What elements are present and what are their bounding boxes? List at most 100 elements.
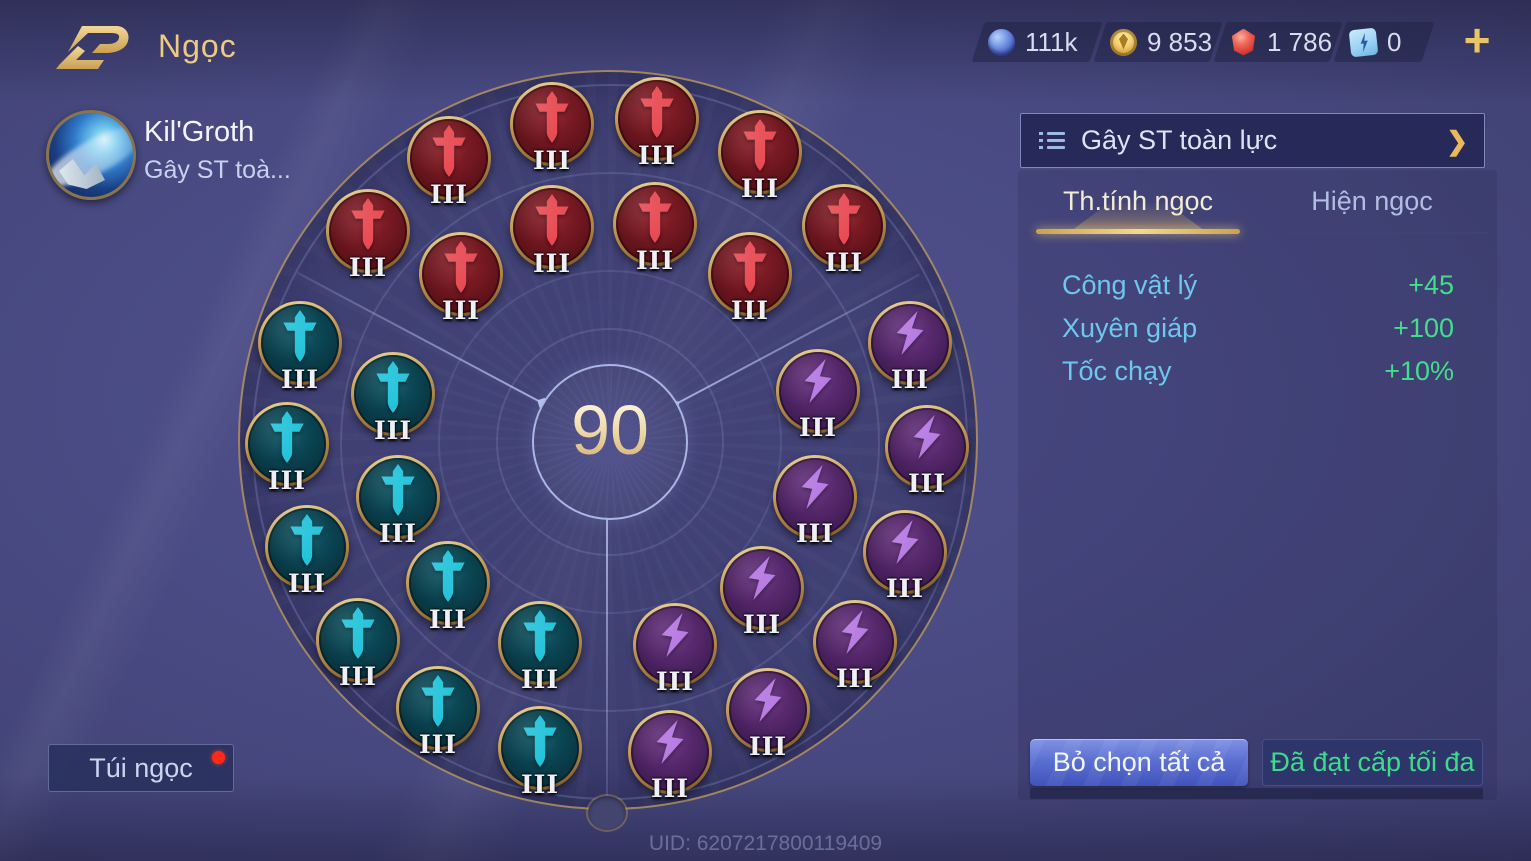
sword-icon [638,86,676,140]
currency-blue-orb[interactable]: 111k [978,24,1096,60]
rune-bag-button[interactable]: Túi ngọc [48,744,234,792]
rune-info-panel [1018,170,1497,800]
currency-gold-coin[interactable]: 9 853 [1100,24,1216,60]
back-button[interactable] [52,20,132,74]
tab-rune-stats[interactable]: Th.tính ngọc [1062,186,1214,216]
gem-tier-label: III [655,667,695,696]
gem-tier-label: III [338,662,378,691]
panel-footer-strip [1030,788,1483,799]
sword-icon [339,607,377,661]
gem-red[interactable]: III [708,232,792,325]
gem-red[interactable]: III [718,110,802,203]
stat-row: Tốc chạy +10% [1062,356,1454,392]
sword-icon [533,194,571,248]
gem-tier-label: III [824,248,864,277]
gem-teal[interactable]: III [498,601,582,694]
active-tab-underline [1036,229,1240,234]
currency-energy-ticket[interactable]: 0 [1340,24,1428,60]
gem-tier-label: III [742,610,782,639]
sword-icon [268,411,306,465]
gem-purple[interactable]: III [885,405,969,498]
lightning-icon [892,310,928,356]
lightning-icon [744,555,780,601]
gem-red[interactable]: III [419,232,503,325]
gem-tier-label: III [378,519,418,548]
gem-tier-label: III [795,519,835,548]
tab-track [1026,232,1488,234]
gem-purple[interactable]: III [633,603,717,696]
gem-purple[interactable]: III [773,455,857,548]
stat-row: Xuyên giáp +100 [1062,313,1454,349]
gem-teal[interactable]: III [316,598,400,691]
gem-tier-label: III [287,569,327,598]
stat-label: Xuyên giáp [1062,313,1198,343]
gem-red[interactable]: III [326,189,410,282]
hero-build-label: Gây ST toà... [144,156,291,184]
currency-value: 111k [1025,26,1078,57]
lightning-icon [909,414,945,460]
gem-red[interactable]: III [615,77,699,170]
gem-red[interactable]: III [613,182,697,275]
gem-teal[interactable]: III [258,301,342,394]
build-selector[interactable]: Gây ST toàn lực ❯ [1020,113,1485,168]
blue-orb-icon [988,28,1015,56]
max-level-button[interactable]: Đã đạt cấp tối đa [1262,739,1483,786]
sword-icon [419,675,457,729]
tab-current-runes[interactable]: Hiện ngọc [1311,186,1433,216]
gem-purple[interactable]: III [628,710,712,803]
currency-value: 0 [1387,26,1402,57]
rune-level-circle: 90 [532,364,688,520]
gem-teal[interactable]: III [396,666,480,759]
gem-purple[interactable]: III [720,546,804,639]
gem-tier-label: III [890,365,930,394]
gem-tier-label: III [428,605,468,634]
gem-tier-label: III [740,174,780,203]
hero-chip[interactable]: Kil'Groth Gây ST toà... [44,108,294,200]
list-icon [1039,131,1065,151]
gem-purple[interactable]: III [868,301,952,394]
gem-red[interactable]: III [407,116,491,209]
uid-label: UID: 6207217800119409 [648,832,883,855]
currency-value: 1 786 [1267,26,1333,57]
gem-teal[interactable]: III [351,352,435,445]
gem-purple[interactable]: III [863,510,947,603]
sword-icon [429,550,467,604]
gem-tier-label: III [520,770,560,799]
gold-coin-icon [1110,28,1137,56]
gem-tier-label: III [532,146,572,175]
gem-teal[interactable]: III [265,505,349,598]
gem-tier-label: III [650,774,690,803]
stat-value: +100 [1393,313,1454,343]
sword-icon [288,514,326,568]
sword-icon [521,610,559,664]
gem-red[interactable]: III [510,82,594,175]
gem-tier-label: III [429,180,469,209]
lightning-icon [750,677,786,723]
gem-tier-label: III [520,665,560,694]
currency-red-gem[interactable]: 1 786 [1220,24,1336,60]
gem-teal[interactable]: III [245,402,329,495]
gem-teal[interactable]: III [406,541,490,634]
gem-tier-label: III [637,141,677,170]
gem-teal[interactable]: III [356,455,440,548]
notification-dot [212,751,225,764]
stat-label: Tốc chạy [1062,356,1172,386]
lightning-icon [657,612,693,658]
currency-value: 9 853 [1147,26,1213,57]
gem-purple[interactable]: III [726,668,810,761]
gem-tier-label: III [835,664,875,693]
gem-tier-label: III [798,413,838,442]
gem-purple[interactable]: III [813,600,897,693]
gem-tier-label: III [635,246,675,275]
sword-icon [281,310,319,364]
energy-ticket-icon [1348,27,1379,57]
gem-teal[interactable]: III [498,706,582,799]
gem-red[interactable]: III [510,185,594,278]
sword-icon [731,241,769,295]
deselect-all-button[interactable]: Bỏ chọn tất cả [1030,739,1248,786]
gem-red[interactable]: III [802,184,886,277]
back-icon [52,26,132,78]
add-currency-button[interactable]: + [1463,14,1491,66]
gem-purple[interactable]: III [776,349,860,442]
